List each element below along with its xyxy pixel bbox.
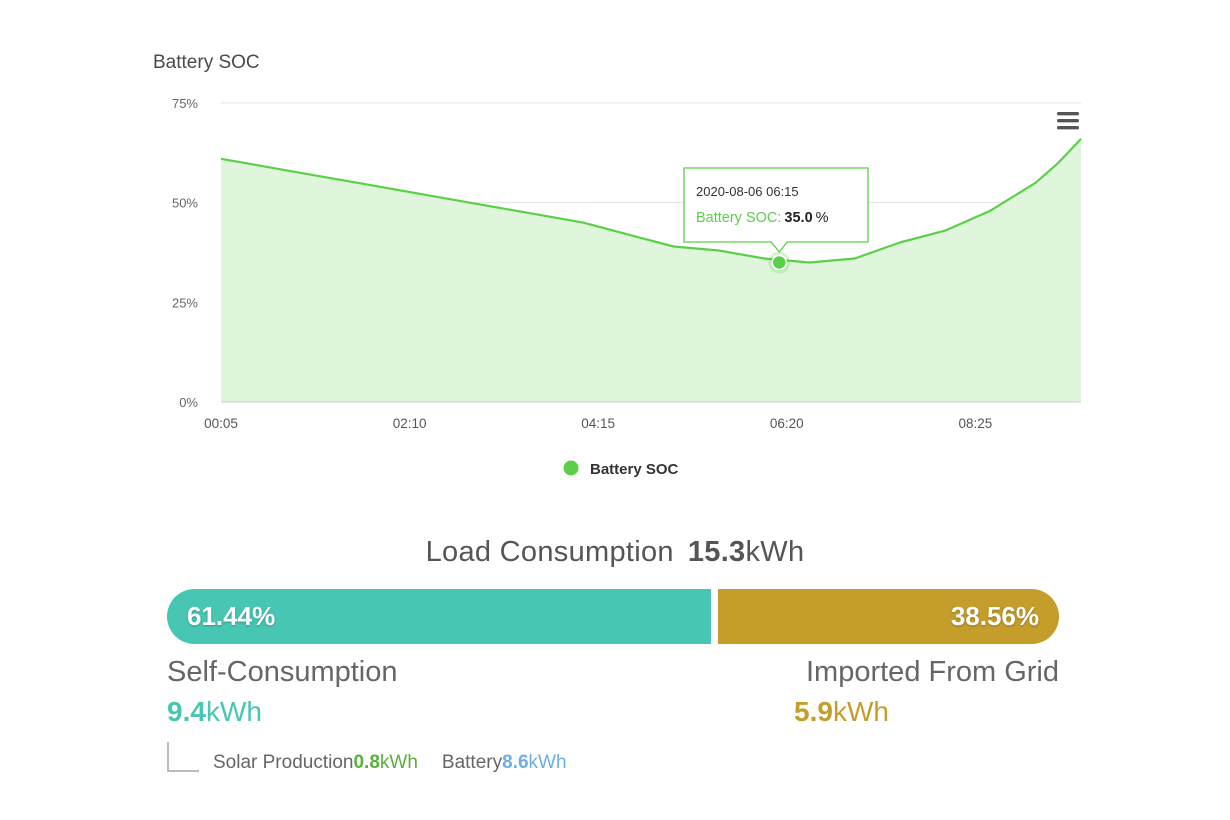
x-tick-label: 06:20 [770,416,804,431]
soc-area-fill [221,138,1081,402]
y-tick-label: 25% [172,295,198,310]
battery-soc-chart: 0% 25% 50% 75% 00:05 02:10 04:15 06:20 08:25 Ba… [172,96,1082,478]
self-consumption-percent: 61.44% [187,601,276,631]
tooltip-value: Battery SOC: 35.0% [696,210,829,226]
legend-label[interactable]: Battery SOC [590,461,679,478]
imported-grid-segment: 38.56% [718,589,1059,644]
bar-divider [711,589,718,644]
y-tick-label: 50% [172,196,198,211]
load-consumption-title: Load Consumption 15.3kWh [0,536,1230,569]
breakdown-bracket [167,742,199,772]
solar-production-item: Solar Production0.8kWh [213,752,418,773]
load-consumption-value: 15.3kWh [687,536,805,568]
x-tick-label: 02:10 [393,416,427,431]
y-tick-label: 75% [172,96,198,111]
battery-item: Battery8.6kWh [441,752,567,773]
self-consumption-value: 9.4kWh [167,696,262,727]
x-tick-label: 00:05 [204,416,238,431]
imported-grid-value: 5.9kWh [794,696,889,727]
self-consumption-label: Self-Consumption [167,656,398,688]
chart-menu-icon[interactable] [1055,110,1081,132]
hover-point [771,254,787,271]
x-tick-label: 08:25 [958,416,992,431]
load-consumption-label: Load Consumption [425,536,674,568]
y-tick-label: 0% [179,395,198,410]
legend-marker [563,460,579,476]
x-tick-label: 04:15 [581,416,615,431]
imported-grid-label: Imported From Grid [806,656,1059,688]
tooltip-timestamp: 2020-08-06 06:15 [696,184,799,199]
imported-grid-percent: 38.56% [950,601,1039,631]
self-consumption-breakdown: Solar Production0.8kWh Battery8.6kWh [213,752,567,774]
consumption-split-bar: 61.44% 38.56% [167,589,1059,644]
self-consumption-segment: 61.44% [167,589,711,644]
tooltip-box [683,167,869,254]
chart-title: Battery SOC [153,52,260,73]
